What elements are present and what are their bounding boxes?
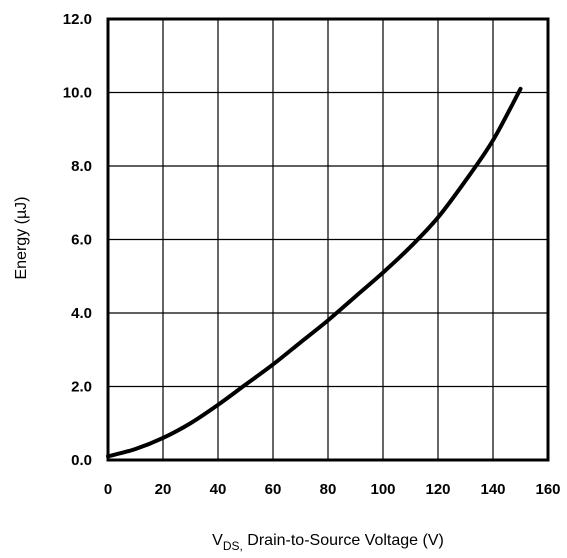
y-tick-label-2.0: 2.0 (71, 379, 92, 396)
plot-frame (106, 17, 550, 462)
x-tick-labels: 0 20 40 60 80 100 120 140 160 (104, 481, 561, 498)
y-tick-label-0.0: 0.0 (71, 452, 92, 469)
y-tick-label-4.0: 4.0 (71, 305, 92, 322)
x-tick-label-40: 40 (210, 481, 227, 498)
x-axis-label: VDS, Drain-to-Source Voltage (V) (212, 532, 444, 553)
y-tick-label-10.0: 10.0 (63, 85, 92, 102)
grid (108, 19, 548, 460)
x-tick-label-0: 0 (104, 481, 112, 498)
x-tick-label-160: 160 (535, 481, 560, 498)
x-tick-label-100: 100 (370, 481, 395, 498)
y-tick-label-6.0: 6.0 (71, 232, 92, 249)
series-layer (106, 86, 523, 459)
x-tick-label-120: 120 (425, 481, 450, 498)
x-tick-label-140: 140 (480, 481, 505, 498)
x-tick-label-60: 60 (265, 481, 282, 498)
x-tick-label-80: 80 (320, 481, 337, 498)
x-axis-label-rest: Drain-to-Source Voltage (V) (243, 532, 444, 549)
y-tick-label-8.0: 8.0 (71, 158, 92, 175)
x-axis-label-main: V (212, 532, 223, 549)
y-axis-label: Energy (µJ) (13, 196, 30, 279)
y-tick-labels: 0.0 2.0 4.0 6.0 8.0 10.0 12.0 (63, 11, 92, 469)
x-axis-label-subscript: DS, (223, 539, 243, 553)
x-tick-label-20: 20 (155, 481, 172, 498)
series-line-0 (106, 86, 523, 459)
y-tick-label-12.0: 12.0 (63, 11, 92, 28)
